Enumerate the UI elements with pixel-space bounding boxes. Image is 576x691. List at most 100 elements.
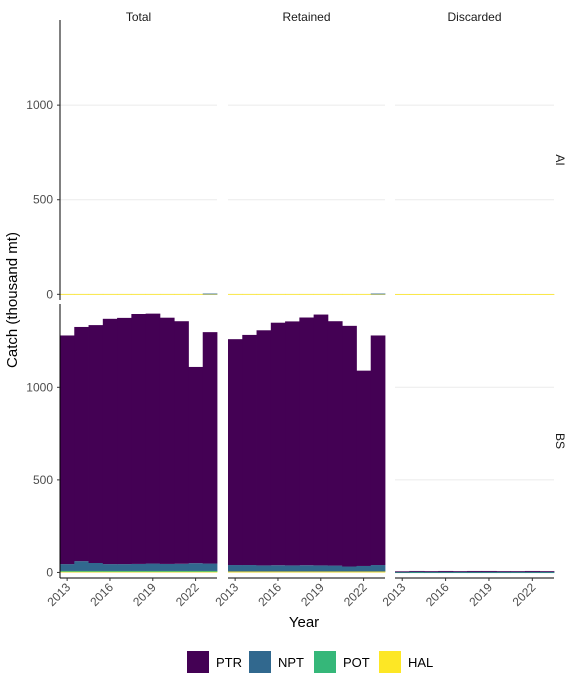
panel-total-ai [60,104,218,295]
bar-discarded-ai-hal-2013 [395,294,410,295]
bar-retained-bs-npt-2017 [285,565,300,572]
bar-retained-ai-hal-2021 [342,293,357,295]
bar-total-bs-pot-2021 [174,570,189,572]
bar-discarded-ai-hal-2018 [467,294,483,295]
bar-total-bs-ptr-2018 [131,313,147,564]
bar-discarded-bs-npt-2020 [496,571,512,573]
bar-total-bs-hal-2023 [202,571,218,573]
bar-retained-bs-npt-2018 [299,565,315,572]
bar-total-bs-npt-2018 [131,563,147,571]
bar-retained-bs-hal-2018 [299,571,315,573]
bar-discarded-bs-npt-2013 [395,571,410,573]
bar-discarded-bs-ptr-2014 [409,570,425,572]
bar-total-bs-npt-2017 [117,564,132,571]
bar-total-bs-ptr-2023 [202,332,218,564]
bar-total-bs-hal-2016 [102,571,118,573]
bar-total-bs-ptr-2015 [88,325,104,564]
bar-total-bs-pot-2015 [88,570,104,572]
bar-discarded-bs-ptr-2021 [510,571,526,572]
bar-total-bs-hal-2018 [131,571,147,573]
bar-total-bs-hal-2020 [159,571,175,573]
bar-discarded-bs-npt-2016 [438,571,454,573]
bar-retained-bs-hal-2021 [342,571,357,573]
legend-swatch [314,651,336,673]
bar-total-ai-hal-2020 [159,293,175,295]
bar-total-bs-npt-2022 [188,563,204,571]
panel-total-bs [60,313,218,573]
legend-item-hal: HAL [379,651,433,673]
facet-label-bs: BS [553,433,567,449]
bar-total-bs-hal-2014 [74,571,89,573]
bar-retained-bs-ptr-2021 [342,325,357,567]
bar-discarded-ai-hal-2023 [539,294,555,295]
legend-item-npt: NPT [249,651,304,673]
bar-retained-bs-ptr-2014 [242,334,257,566]
bar-total-ai-npt-2023 [202,293,218,295]
legend-swatch [249,651,271,673]
bar-retained-bs-ptr-2018 [299,317,315,566]
bar-retained-bs-hal-2023 [370,571,386,573]
bar-retained-bs-hal-2022 [356,571,372,573]
bar-total-bs-pot-2014 [74,570,89,572]
bar-discarded-bs-ptr-2013 [395,571,410,573]
legend-swatch [379,651,401,673]
y-tick-label: 1000 [26,380,53,394]
panel-retained-ai [228,104,386,295]
x-tick-label: 2019 [298,580,327,609]
bar-total-ai-hal-2016 [102,293,118,295]
bar-total-ai-hal-2013 [60,293,75,295]
bar-total-ai-hal-2014 [74,293,89,295]
bar-total-bs-pot-2017 [117,570,132,572]
facet-label-ai: AI [553,154,567,165]
x-tick-label: 2016 [87,580,116,609]
bar-retained-bs-hal-2019 [313,571,329,573]
bar-total-bs-pot-2016 [102,570,118,572]
bar-retained-bs-hal-2017 [285,571,300,573]
bar-retained-ai-hal-2017 [285,293,300,295]
bar-retained-bs-ptr-2013 [228,339,243,566]
bar-total-bs-npt-2013 [60,564,75,571]
bar-retained-bs-npt-2019 [313,565,329,572]
bar-total-bs-ptr-2022 [188,366,204,564]
y-tick-label: 500 [33,473,53,487]
bar-discarded-ai-hal-2021 [510,294,526,295]
panel-discarded-bs [395,386,555,574]
bar-discarded-bs-npt-2015 [423,571,439,573]
bar-retained-bs-hal-2015 [256,571,272,573]
bar-discarded-ai-hal-2016 [438,294,454,295]
bar-retained-bs-npt-2016 [270,565,286,572]
panels-layer [60,104,555,574]
bar-discarded-bs-ptr-2018 [467,570,483,572]
bar-retained-ai-hal-2018 [299,293,315,295]
legend-swatch [187,651,209,673]
bar-discarded-bs-npt-2023 [539,571,555,573]
x-tick-label: 2013 [380,580,409,609]
bar-total-bs-ptr-2019 [145,313,161,564]
bar-discarded-bs-npt-2021 [510,571,526,573]
bar-total-bs-ptr-2014 [74,326,89,562]
bar-discarded-bs-npt-2014 [409,571,425,573]
bar-retained-bs-npt-2015 [256,565,272,572]
x-tick-label: 2013 [212,580,241,609]
bar-total-bs-hal-2022 [188,571,204,573]
bar-total-bs-ptr-2013 [60,335,75,565]
x-tick-label: 2019 [130,580,159,609]
bar-retained-ai-hal-2013 [228,293,243,295]
bar-total-ai-hal-2015 [88,293,104,295]
facet-label-discarded: Discarded [447,10,501,24]
bar-discarded-bs-npt-2018 [467,571,483,573]
bar-total-bs-npt-2016 [102,564,118,571]
bar-total-bs-npt-2015 [88,563,104,571]
y-tick-label: 0 [46,565,53,579]
bar-discarded-bs-npt-2022 [525,571,540,573]
bar-retained-bs-npt-2020 [327,565,343,572]
bar-retained-ai-hal-2016 [270,293,286,295]
panel-discarded-ai [395,104,555,295]
bar-discarded-bs-ptr-2015 [423,571,439,572]
bar-retained-ai-hal-2015 [256,293,272,295]
bar-discarded-bs-ptr-2020 [496,571,512,572]
bar-total-bs-npt-2019 [145,563,161,571]
bar-retained-bs-ptr-2016 [270,322,286,566]
bar-retained-bs-hal-2020 [327,571,343,573]
